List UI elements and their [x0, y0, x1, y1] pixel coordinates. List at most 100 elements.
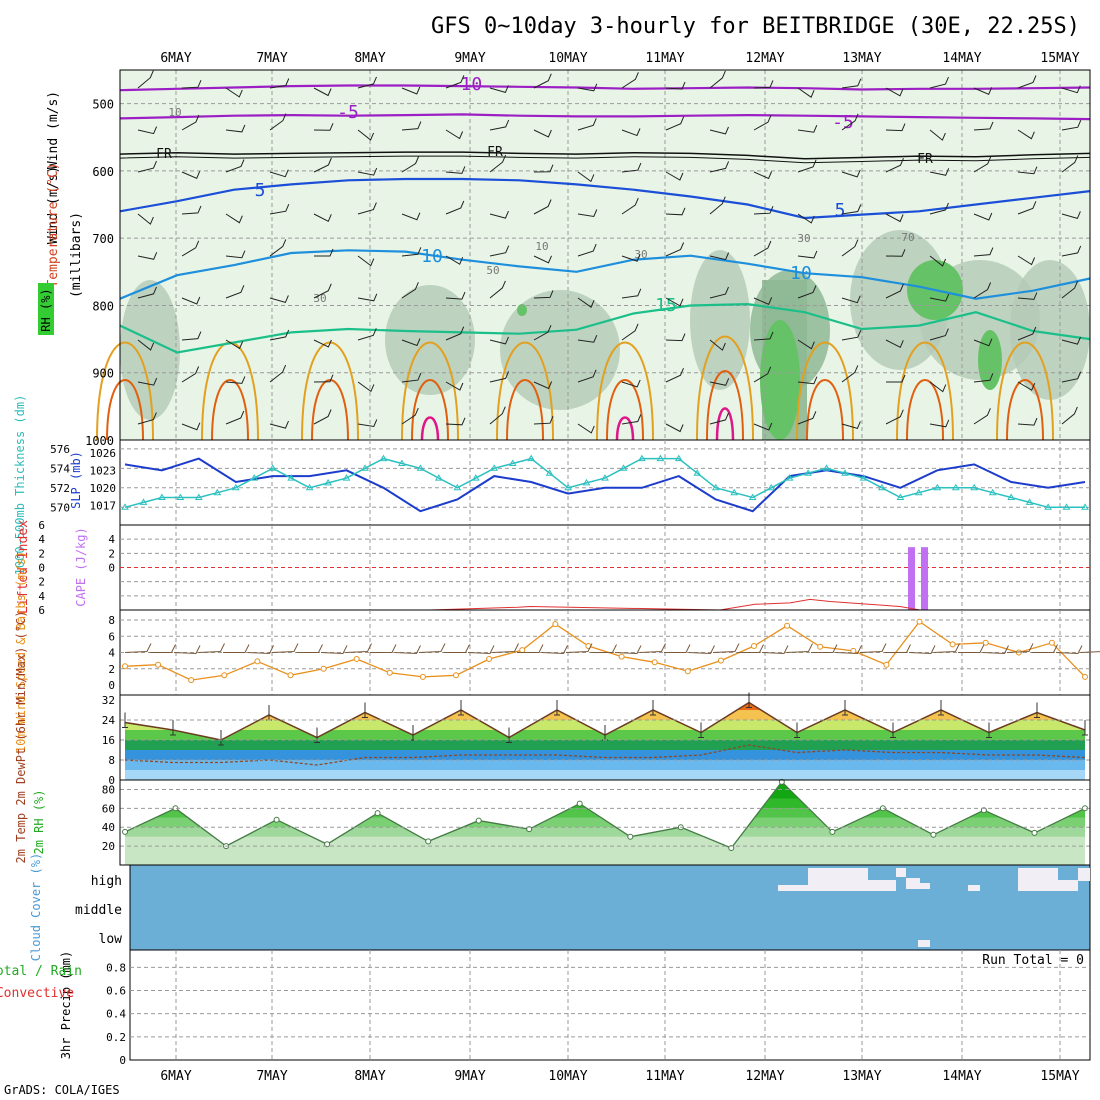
thickness-line — [124, 457, 1085, 509]
wind-barb — [269, 113, 287, 131]
wind-barb — [753, 240, 772, 257]
wind-speed-marker — [353, 656, 360, 662]
rh2m-axis-label: 2m RH (%) — [32, 789, 46, 854]
top-date-label: 14MAY — [942, 51, 981, 66]
cloud-level-label: low — [99, 932, 123, 947]
cape-bar — [908, 547, 915, 610]
thickness-marker — [804, 469, 812, 476]
precip-frame — [129, 949, 1091, 1061]
wind-barb-10m — [859, 643, 887, 653]
wind-barb-10m — [958, 644, 985, 653]
cloud-cover-block — [868, 880, 896, 891]
wind-barb — [357, 255, 375, 267]
temp-minmax-bar — [554, 700, 560, 716]
cape-tick-label: 4 — [108, 533, 115, 546]
wind-barb — [929, 255, 947, 267]
wind-barb-10m — [933, 643, 960, 653]
wind-barb — [401, 121, 422, 131]
cloud-cover-block — [968, 885, 980, 891]
wind-speed-marker — [1082, 673, 1088, 680]
wind-barb — [1017, 417, 1038, 426]
rh-line — [124, 780, 1086, 849]
wind-barb — [533, 199, 552, 215]
wind-speed-marker — [486, 656, 493, 662]
thickness-marker — [619, 464, 628, 471]
temp-minmax-bar — [698, 722, 704, 738]
wind-barb-10m — [370, 644, 397, 653]
wind-barb — [1017, 166, 1038, 175]
wind-barb — [137, 377, 158, 386]
wind-barb — [929, 419, 950, 428]
wind-barb — [533, 325, 552, 341]
isotherm-5 — [119, 177, 1091, 220]
wind-barb — [577, 423, 595, 434]
temperature-isotherm-arch — [896, 341, 954, 441]
bottom-date-label: 12MAY — [745, 1069, 784, 1084]
temp-band — [125, 740, 1085, 750]
pressure-tick-label: 700 — [92, 232, 114, 246]
lifted-index-tick-label: 4 — [38, 590, 45, 603]
pressure-tick-label: 600 — [92, 165, 114, 179]
thickness-marker — [896, 493, 905, 500]
temperature-isotherm-arch — [996, 341, 1054, 441]
wind-barb-10m — [541, 645, 568, 655]
precip-panel: 0 0.2 0.4 0.6 0.8 Run Total = 0 — [106, 949, 1091, 1067]
wind-barb — [973, 408, 991, 425]
wind-barb — [577, 209, 598, 218]
wind-barb — [753, 171, 773, 180]
temp-band — [125, 770, 1085, 780]
isotherm-FR-secondary — [119, 155, 1091, 164]
wind-barb — [753, 297, 773, 305]
wind-barb — [841, 204, 862, 215]
chart-footer: GrADS: COLA/IGES — [4, 1083, 120, 1097]
wind-barb — [137, 70, 154, 89]
cape-tick-label: 0 — [108, 562, 115, 575]
wind-barb — [357, 328, 377, 341]
wind-barb-10m — [590, 644, 617, 653]
wind-barb — [885, 213, 904, 223]
wind-barb — [533, 164, 554, 173]
wind-barb — [313, 374, 334, 383]
wind-barb — [929, 381, 947, 393]
cape-axis-label: CAPE (J/kg) — [74, 527, 88, 606]
wind-barb — [973, 338, 993, 347]
rh-contour-label: 30 — [634, 248, 647, 261]
wind-barb — [621, 288, 642, 299]
thickness-marker — [471, 474, 480, 481]
wind-barb-10m — [639, 643, 666, 653]
wind-barb-10m — [737, 644, 764, 653]
wind-barb — [533, 381, 553, 390]
bottom-date-label: 8MAY — [354, 1069, 385, 1084]
wind-barb — [445, 255, 464, 265]
wind-barb — [621, 128, 641, 137]
thickness-marker — [416, 464, 425, 471]
temp-band — [125, 750, 1085, 760]
thickness-marker — [1044, 503, 1052, 510]
temperature-isotherm-arch — [506, 379, 544, 441]
wind-barb-10m — [1031, 644, 1058, 653]
isotherm-label: 15 — [655, 295, 677, 316]
wind-barb-10m — [712, 643, 740, 653]
wind-barb — [1061, 155, 1079, 173]
wind-barb — [973, 282, 992, 299]
wind-barb — [225, 250, 246, 259]
wind-barb-10m — [492, 643, 519, 653]
wind-speed-marker — [419, 673, 426, 680]
wind-barb — [885, 87, 904, 97]
wind-barb — [1017, 326, 1037, 341]
wind-barb — [181, 114, 200, 131]
wind-speed-line — [124, 620, 1086, 681]
wind-tick-label: 6 — [108, 630, 115, 643]
wind-barb — [665, 333, 686, 342]
chart-title: GFS 0~10day 3-hourly for BEITBRIDGE (30E… — [431, 14, 1080, 39]
thickness-marker — [398, 459, 406, 466]
wind-barb-10m — [761, 645, 789, 655]
wind-barb — [401, 86, 421, 95]
isotherm-label: FR — [156, 147, 172, 162]
wind-barb-10m — [884, 644, 911, 653]
wind-barb — [1061, 211, 1081, 220]
wind-barb — [577, 335, 598, 343]
temperature-isotherm-arch — [496, 341, 554, 441]
isotherm--5 — [119, 113, 1091, 121]
thickness-marker — [933, 483, 942, 491]
